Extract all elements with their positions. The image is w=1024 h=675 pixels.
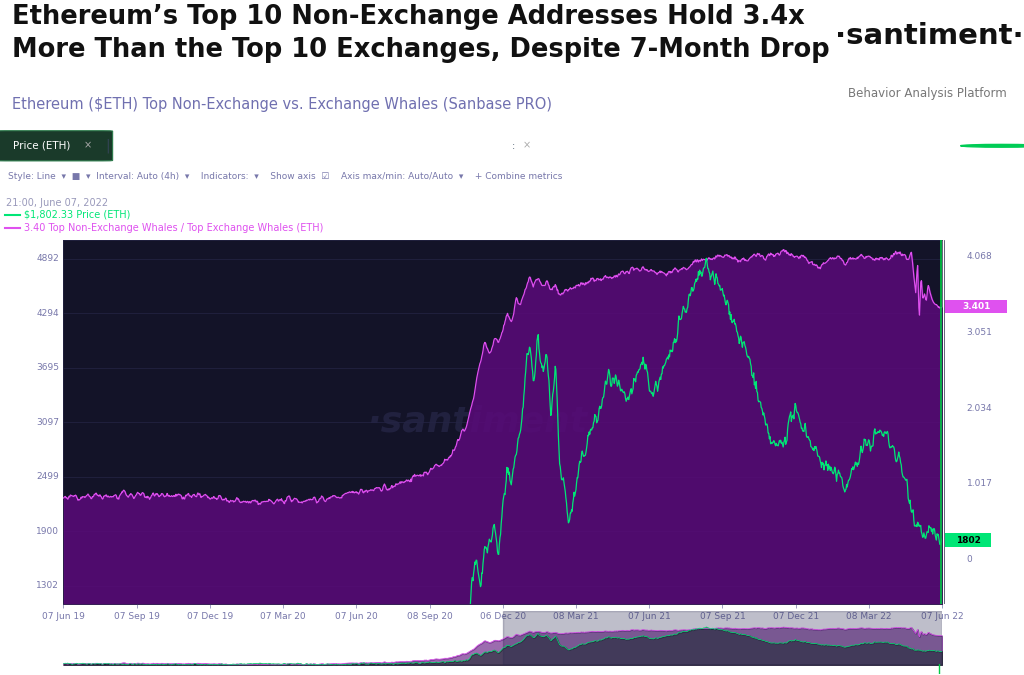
Text: |: |	[105, 138, 111, 153]
Text: 3.401: 3.401	[963, 302, 990, 311]
Text: 1.017: 1.017	[967, 479, 992, 488]
Text: 0: 0	[967, 555, 973, 564]
Text: 3.40 Top Non-Exchange Whales / Top Exchange Whales (ETH): 3.40 Top Non-Exchange Whales / Top Excha…	[24, 223, 324, 233]
Text: Price (ETH): Price (ETH)	[13, 141, 71, 151]
FancyBboxPatch shape	[0, 131, 113, 161]
Text: 4.068: 4.068	[967, 252, 992, 261]
Text: Ethereum ($ETH) Top Non-Exchange vs. Exchange Whales (Sanbase PRO): Ethereum ($ETH) Top Non-Exchange vs. Exc…	[12, 97, 552, 113]
Text: Top Non-Exchange Whales / Top Exchange Whales (ETH): Top Non-Exchange Whales / Top Exchange W…	[113, 141, 404, 151]
Text: 3.051: 3.051	[967, 328, 992, 337]
Text: 2.034: 2.034	[967, 404, 992, 412]
Text: Ethereum’s Top 10 Non-Exchange Addresses Hold 3.4x
More Than the Top 10 Exchange: Ethereum’s Top 10 Non-Exchange Addresses…	[12, 4, 829, 63]
FancyBboxPatch shape	[945, 533, 991, 547]
Text: :: :	[512, 141, 515, 151]
Text: 1900: 1900	[36, 526, 59, 536]
Text: Behavior Analysis Platform: Behavior Analysis Platform	[848, 88, 1007, 101]
Text: Style: Line  ▾  ■  ▾  Interval: Auto (4h)  ▾    Indicators:  ▾    Show axis  ☑  : Style: Line ▾ ■ ▾ Interval: Auto (4h) ▾ …	[8, 171, 562, 181]
Text: 21:00, June 07, 2022: 21:00, June 07, 2022	[6, 198, 109, 208]
Circle shape	[961, 144, 1024, 147]
Text: 4294: 4294	[37, 308, 59, 317]
Text: ·santiment·: ·santiment·	[835, 22, 1023, 51]
Text: ·santiment·: ·santiment·	[369, 405, 602, 439]
Text: 4892: 4892	[36, 254, 59, 263]
Text: 1302: 1302	[36, 581, 59, 590]
Text: ×: ×	[522, 141, 530, 151]
Text: $1,802.33 Price (ETH): $1,802.33 Price (ETH)	[24, 209, 130, 219]
Text: ×: ×	[84, 141, 92, 151]
Text: 3097: 3097	[36, 418, 59, 427]
Text: 3695: 3695	[36, 363, 59, 372]
Text: 2499: 2499	[36, 472, 59, 481]
Bar	[503, 611, 942, 665]
Text: 1802: 1802	[955, 536, 981, 545]
FancyBboxPatch shape	[945, 300, 1008, 313]
